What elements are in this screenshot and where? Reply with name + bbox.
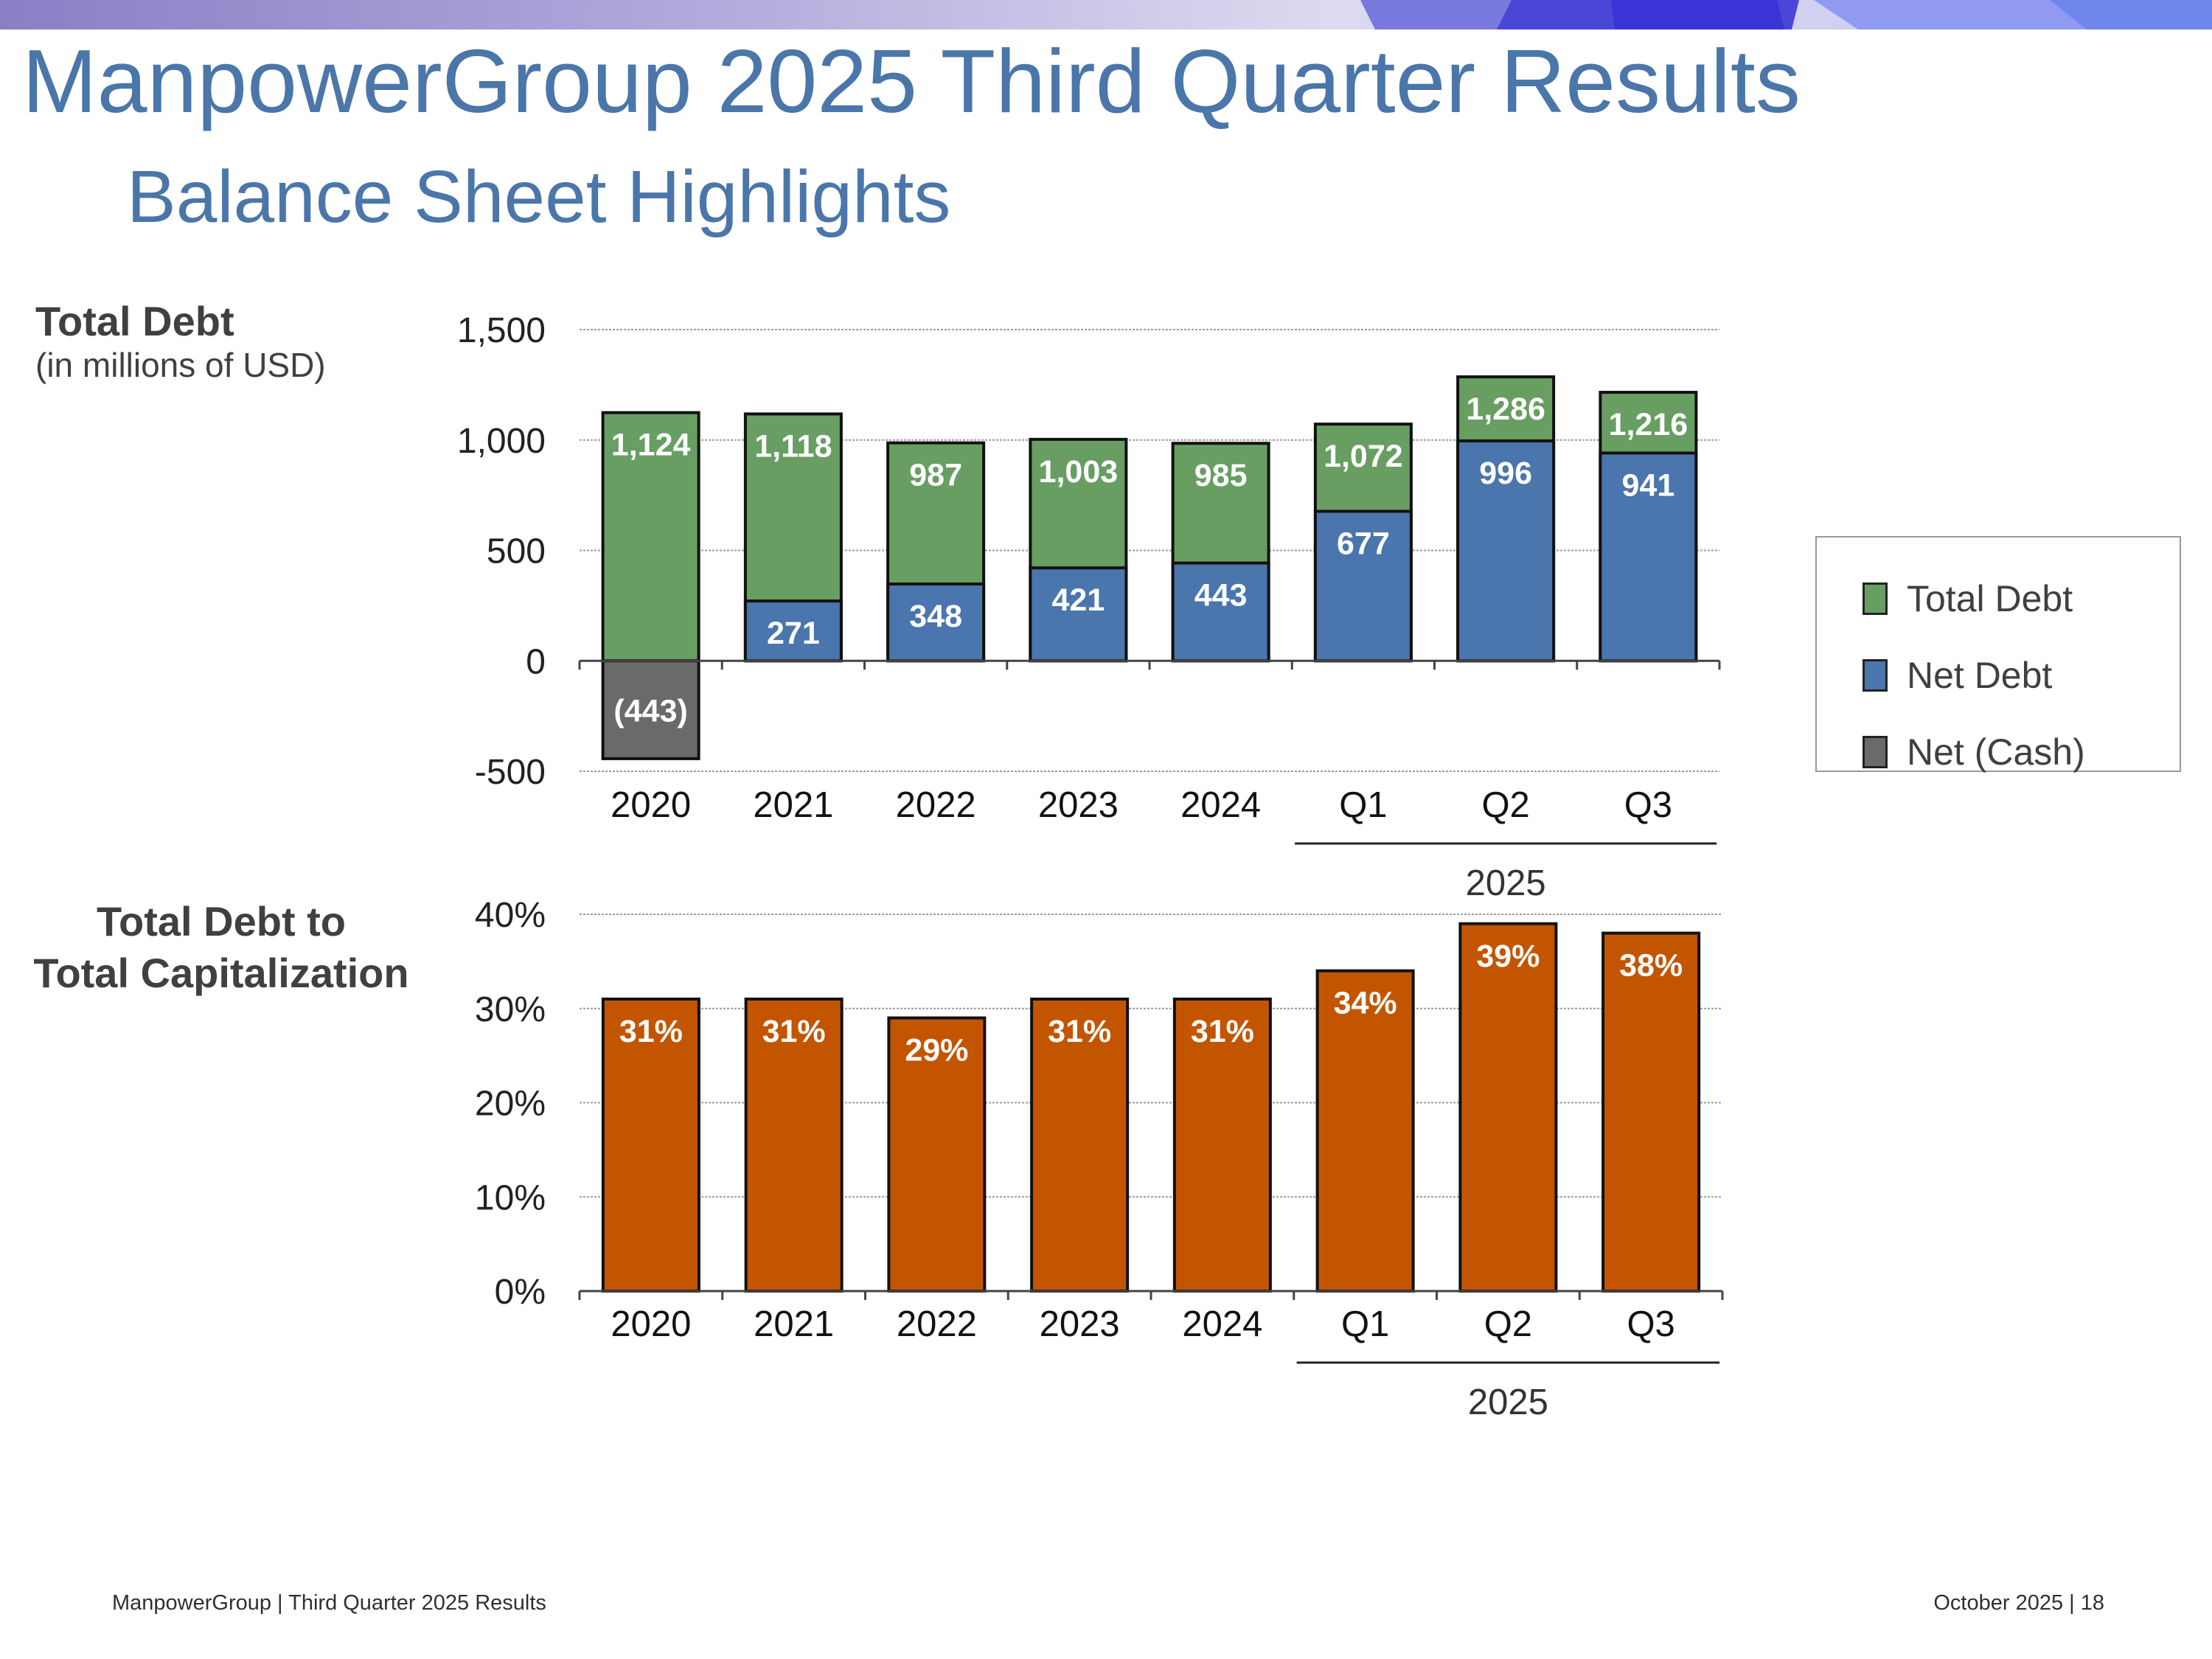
total-debt-section-label: Total Debt (in millions of USD) — [35, 299, 326, 386]
legend-swatch-net-cash — [1863, 736, 1888, 768]
data-label-total-debt-2021: 1,118 — [754, 428, 832, 464]
bar-total-debt-to-total-capitalization-q2 — [1458, 922, 1558, 1293]
bar-total-debt-to-total-capitalization-2023 — [1030, 997, 1130, 1293]
data-label-total-debt-q3: 1,216 — [1609, 407, 1688, 442]
x-tick-label-q1: Q1 — [1341, 1304, 1389, 1344]
x-tick-label-q3: Q3 — [1627, 1304, 1674, 1344]
total-debt-label: Total Debt — [35, 298, 234, 344]
data-label-total-debt-2023: 1,003 — [1039, 454, 1119, 490]
data-label-total-debt-to-total-capitalization-2024: 31% — [1191, 1014, 1254, 1049]
data-label-total-debt-2020: 1,124 — [611, 428, 691, 463]
x-tick-label-2022: 2022 — [896, 785, 976, 825]
footer-right-text: October 2025 | 18 — [1933, 1591, 2104, 1615]
legend-label-total-debt: Total Debt — [1907, 578, 2073, 619]
top-decorative-banner — [0, 0, 2212, 29]
y-tick-label: 0 — [526, 642, 546, 681]
data-label-total-debt-to-total-capitalization-2022: 29% — [905, 1033, 968, 1068]
legend-swatch-total-debt — [1863, 582, 1888, 615]
bar-net-debt-2023 — [1029, 566, 1128, 663]
bar-net-debt-q2 — [1456, 439, 1556, 663]
x-tick-label-2021: 2021 — [754, 1304, 834, 1344]
bar-total-debt-2020 — [601, 411, 700, 663]
legend-label-net-debt: Net Debt — [1907, 655, 2053, 696]
capitalization-section-label: Total Debt to Total Capitalization — [0, 896, 442, 999]
y-tick-label: 30% — [475, 990, 546, 1029]
x-tick-label-2024: 2024 — [1180, 785, 1261, 825]
chart-legend: Total Debt Net Debt Net (Cash) — [1815, 536, 2181, 773]
data-label-total-debt-to-total-capitalization-q3: 38% — [1619, 948, 1683, 984]
data-label-net-debt-2022: 348 — [909, 599, 962, 634]
debt-to-capitalization-chart: 0% 10% 20% 30% 40% 31% 31% 29% 31% 31% 34% 39% 38% 20… — [475, 896, 1724, 1422]
data-label-total-debt-to-total-capitalization-2021: 31% — [762, 1014, 826, 1049]
bar-total-debt-to-total-capitalization-2020 — [601, 997, 700, 1293]
y-tick-label: 40% — [475, 896, 546, 935]
data-label-total-debt-q1: 1,072 — [1324, 439, 1403, 474]
capitalization-label-line2: Total Capitalization — [33, 950, 409, 996]
x-tick-label-2022: 2022 — [897, 1304, 977, 1344]
bar-net-debt-2024 — [1171, 561, 1270, 663]
y-tick-label: 500 — [487, 532, 546, 571]
x-tick-label-2021: 2021 — [753, 785, 833, 825]
bar-net-debt-2022 — [886, 582, 986, 663]
y-tick-label: 20% — [475, 1085, 546, 1124]
capitalization-label-line1: Total Debt to — [96, 898, 347, 945]
data-label-net-debt-2023: 421 — [1052, 582, 1105, 618]
bar-net-debt-2021 — [743, 599, 843, 663]
bar-total-debt-to-total-capitalization-q3 — [1601, 931, 1701, 1293]
data-label-total-debt-to-total-capitalization-2023: 31% — [1048, 1014, 1111, 1049]
page-subtitle: Balance Sheet Highlights — [127, 156, 951, 238]
group-label: 2025 — [1468, 1382, 1548, 1422]
total-debt-units: (in millions of USD) — [35, 345, 326, 384]
y-tick-label: 10% — [475, 1178, 546, 1217]
bar-total-debt-to-total-capitalization-2024 — [1172, 997, 1272, 1293]
bar-total-debt-to-total-capitalization-2022 — [887, 1016, 987, 1293]
data-label-total-debt-to-total-capitalization-q2: 39% — [1476, 939, 1540, 974]
legend-swatch-net-debt — [1863, 659, 1888, 692]
x-tick-label-2020: 2020 — [611, 1304, 691, 1344]
legend-label-net-cash: Net (Cash) — [1907, 731, 2085, 773]
group-label: 2025 — [1466, 863, 1546, 900]
data-label-net-debt-2021: 271 — [767, 616, 820, 651]
data-label-total-debt-q2: 1,286 — [1466, 392, 1545, 427]
footer-left-text: ManpowerGroup | Third Quarter 2025 Resul… — [112, 1591, 546, 1615]
y-tick-label: 0% — [495, 1273, 546, 1312]
x-tick-label-q2: Q2 — [1481, 785, 1529, 825]
data-label-net-debt-2024: 443 — [1194, 578, 1248, 613]
data-label-net-debt-q2: 996 — [1479, 456, 1532, 491]
data-label-total-debt-2022: 987 — [909, 458, 962, 493]
y-tick-label: 1,000 — [457, 422, 546, 461]
x-tick-label-2020: 2020 — [611, 785, 691, 825]
x-tick-label-q3: Q3 — [1624, 785, 1672, 825]
legend-item-total-debt: Total Debt — [1863, 578, 2073, 619]
data-label-net-debt-q3: 941 — [1622, 467, 1675, 503]
legend-item-net-debt: Net Debt — [1863, 655, 2053, 696]
data-label-net-cash-2020: (443) — [613, 694, 687, 729]
x-tick-label-2024: 2024 — [1182, 1304, 1262, 1344]
x-tick-label-2023: 2023 — [1040, 1304, 1120, 1344]
x-tick-label-q2: Q2 — [1484, 1304, 1532, 1344]
y-tick-label: 1,500 — [457, 311, 546, 350]
bar-net-cash-2020 — [601, 659, 700, 760]
x-tick-label-2023: 2023 — [1038, 785, 1119, 825]
total-debt-chart: -500 0 500 1,000 1,500 1,124 1,118 987 1,003 985 1… — [457, 311, 1721, 900]
data-label-total-debt-to-total-capitalization-q1: 34% — [1334, 986, 1397, 1021]
x-tick-label-q1: Q1 — [1339, 785, 1387, 825]
y-tick-label: -500 — [475, 753, 546, 792]
page-title: ManpowerGroup 2025 Third Quarter Results — [22, 31, 1801, 131]
legend-item-net-cash: Net (Cash) — [1863, 731, 2085, 773]
data-label-net-debt-q1: 677 — [1337, 526, 1390, 561]
data-label-total-debt-to-total-capitalization-2020: 31% — [619, 1014, 683, 1049]
data-label-total-debt-2024: 985 — [1194, 458, 1248, 493]
